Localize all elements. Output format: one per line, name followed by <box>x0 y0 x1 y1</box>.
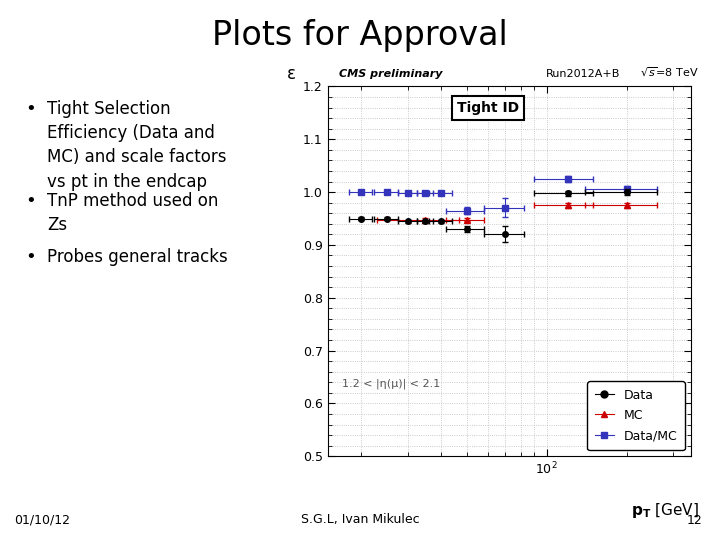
Text: •: • <box>25 100 36 118</box>
Text: 12: 12 <box>686 514 702 526</box>
Text: Tight Selection
Efficiency (Data and
MC) and scale factors
vs pt in the endcap: Tight Selection Efficiency (Data and MC)… <box>47 100 226 191</box>
Text: Tight ID: Tight ID <box>456 101 518 115</box>
Legend: Data, MC, Data/MC: Data, MC, Data/MC <box>588 381 685 450</box>
Text: Run2012A+B: Run2012A+B <box>546 69 620 79</box>
Text: $\sqrt{s}$=8 TeV: $\sqrt{s}$=8 TeV <box>640 66 699 79</box>
Text: CMS preliminary: CMS preliminary <box>338 69 442 79</box>
Text: S.G.L, Ivan Mikulec: S.G.L, Ivan Mikulec <box>301 514 419 526</box>
Text: •: • <box>25 192 36 210</box>
Text: TnP method used on
Zs: TnP method used on Zs <box>47 192 218 234</box>
Text: •: • <box>25 248 36 266</box>
Text: ε: ε <box>287 65 296 83</box>
Text: $\mathbf{p_T}$ [GeV]: $\mathbf{p_T}$ [GeV] <box>631 501 698 519</box>
Text: Plots for Approval: Plots for Approval <box>212 19 508 52</box>
Text: 1.2 < |η(μ)| < 2.1: 1.2 < |η(μ)| < 2.1 <box>342 379 441 389</box>
Text: 01/10/12: 01/10/12 <box>14 514 71 526</box>
Text: Probes general tracks: Probes general tracks <box>47 248 228 266</box>
